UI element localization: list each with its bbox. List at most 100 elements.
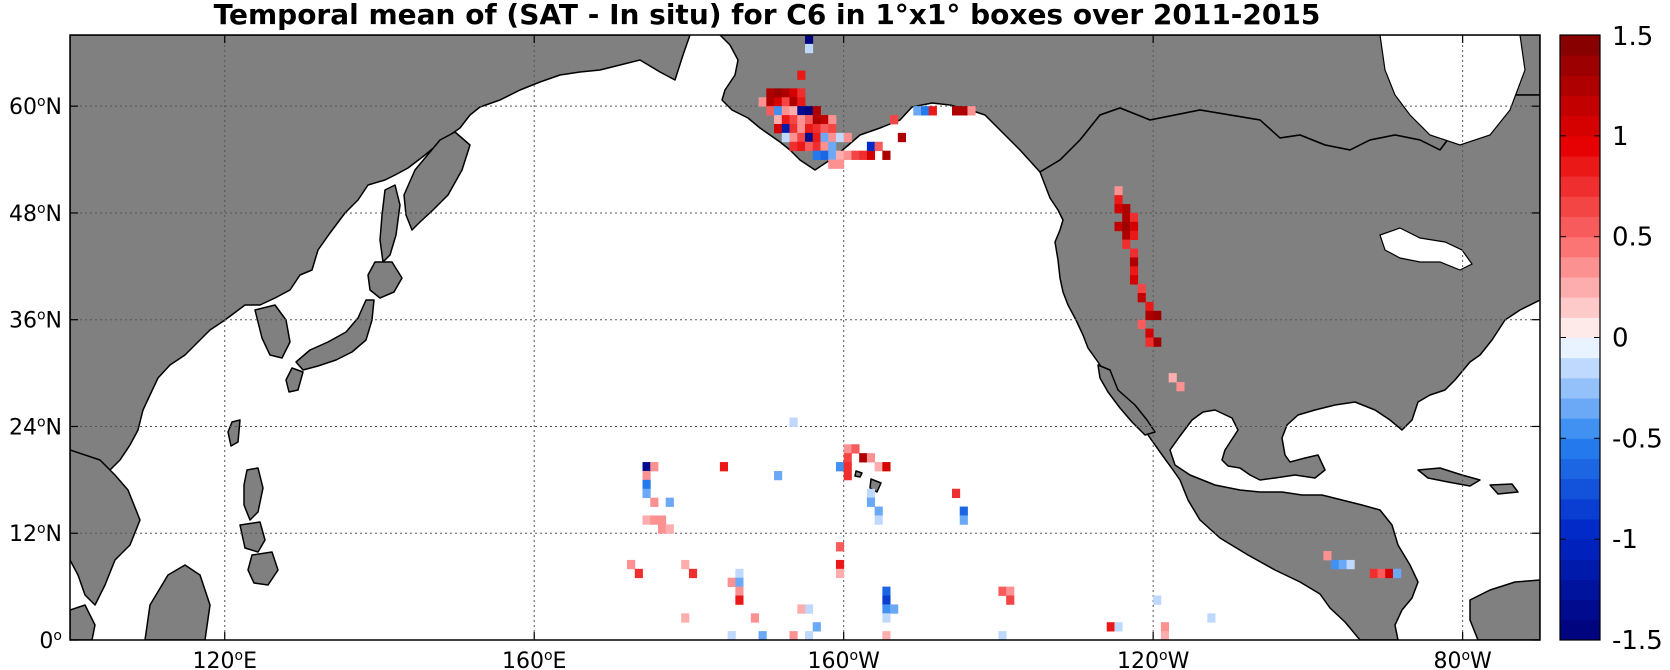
data-cell	[650, 462, 659, 472]
data-cell	[1153, 337, 1162, 347]
map-frame	[69, 34, 1541, 641]
colorbar-segment	[1560, 418, 1600, 439]
land-borneo	[144, 564, 211, 640]
data-cell	[835, 159, 845, 169]
data-cell	[1137, 319, 1146, 330]
cells-layer	[627, 35, 1402, 640]
land-kyushu	[285, 367, 304, 393]
data-cell	[797, 70, 806, 80]
chart-title: Temporal mean of (SAT - In situ) for C6 …	[213, 0, 1321, 31]
data-cell	[828, 159, 837, 169]
data-cell	[681, 613, 690, 623]
data-cell	[642, 462, 651, 472]
data-cell	[967, 106, 976, 116]
data-cell	[1006, 595, 1015, 605]
data-cell	[882, 604, 891, 614]
data-cell	[1122, 204, 1131, 214]
data-cell	[851, 150, 860, 160]
land-honshu	[295, 299, 375, 371]
data-cell	[843, 453, 852, 463]
data-cell	[789, 88, 798, 98]
x-tick-label: 160oW	[808, 648, 881, 670]
data-cell	[1114, 195, 1123, 205]
data-cell	[1153, 310, 1162, 321]
data-cell	[1137, 284, 1146, 294]
data-cell	[959, 106, 968, 116]
data-cell	[805, 35, 814, 45]
colorbar-segment	[1560, 75, 1600, 96]
x-tick-label: 80oW	[1433, 648, 1492, 670]
data-cell	[758, 97, 767, 107]
data-cell	[998, 586, 1007, 596]
data-cell	[1160, 631, 1170, 640]
data-cell	[959, 506, 968, 516]
colorbar-segment	[1560, 539, 1600, 560]
data-cell	[866, 150, 876, 160]
data-cell	[1106, 622, 1115, 632]
colorbar-segment	[1560, 559, 1600, 580]
colorbar-segment	[1560, 236, 1600, 258]
data-cell	[866, 141, 876, 152]
data-cell	[882, 586, 891, 596]
colorbar-segment	[1560, 498, 1600, 520]
data-cell	[921, 106, 930, 116]
data-cell	[797, 604, 806, 614]
data-cell	[781, 132, 790, 143]
data-cell	[805, 604, 814, 614]
data-cell	[835, 462, 845, 472]
colorbar-segment	[1560, 115, 1600, 137]
data-cell	[735, 586, 744, 596]
data-cell	[1377, 568, 1386, 579]
data-cell	[835, 568, 845, 579]
data-cell	[913, 106, 922, 116]
data-cell	[789, 115, 798, 125]
colorbar-segment	[1560, 317, 1600, 338]
data-cell	[766, 106, 775, 116]
colorbar-segment	[1560, 297, 1600, 318]
data-cell	[828, 150, 837, 160]
land-indochina	[70, 449, 141, 606]
data-cell	[1168, 373, 1177, 383]
data-cell	[735, 595, 744, 605]
land-south-america	[1469, 579, 1540, 640]
colorbar-segment	[1560, 277, 1600, 298]
colorbar-segment	[1560, 579, 1600, 601]
data-cell	[1114, 186, 1123, 196]
land-maui	[854, 470, 863, 478]
data-cell	[952, 488, 961, 499]
colorbar-segment	[1560, 256, 1600, 278]
data-cell	[1207, 613, 1216, 623]
data-cell	[828, 141, 837, 152]
colorbar-segment	[1560, 55, 1600, 76]
land-visayas	[239, 521, 266, 553]
y-tick-label: 36oN	[9, 308, 62, 334]
data-cell	[805, 115, 814, 125]
data-cell	[805, 123, 814, 134]
colorbar-segment	[1560, 478, 1600, 500]
data-cell	[1153, 595, 1162, 605]
data-cell	[781, 97, 790, 107]
data-cell	[750, 613, 759, 623]
data-cell	[843, 462, 852, 472]
land-asia	[70, 35, 691, 531]
data-cell	[1129, 275, 1139, 285]
data-cell	[797, 97, 806, 107]
data-cell	[890, 115, 899, 125]
data-cell	[1145, 310, 1154, 321]
data-cell	[1393, 568, 1402, 579]
data-cell	[681, 559, 690, 570]
data-cell	[797, 106, 806, 116]
data-cell	[781, 106, 790, 116]
data-cell	[897, 132, 906, 143]
data-cell	[789, 417, 798, 427]
colorbar-tick-label: -1	[1612, 525, 1638, 555]
land-layer	[70, 35, 1540, 640]
data-cell	[866, 497, 876, 507]
data-cell	[766, 97, 775, 107]
data-cell	[1122, 239, 1131, 249]
data-cell	[998, 631, 1007, 640]
colorbar-segment	[1560, 458, 1600, 480]
data-cell	[1176, 381, 1185, 392]
data-cell	[890, 604, 899, 614]
data-cell	[805, 141, 814, 152]
